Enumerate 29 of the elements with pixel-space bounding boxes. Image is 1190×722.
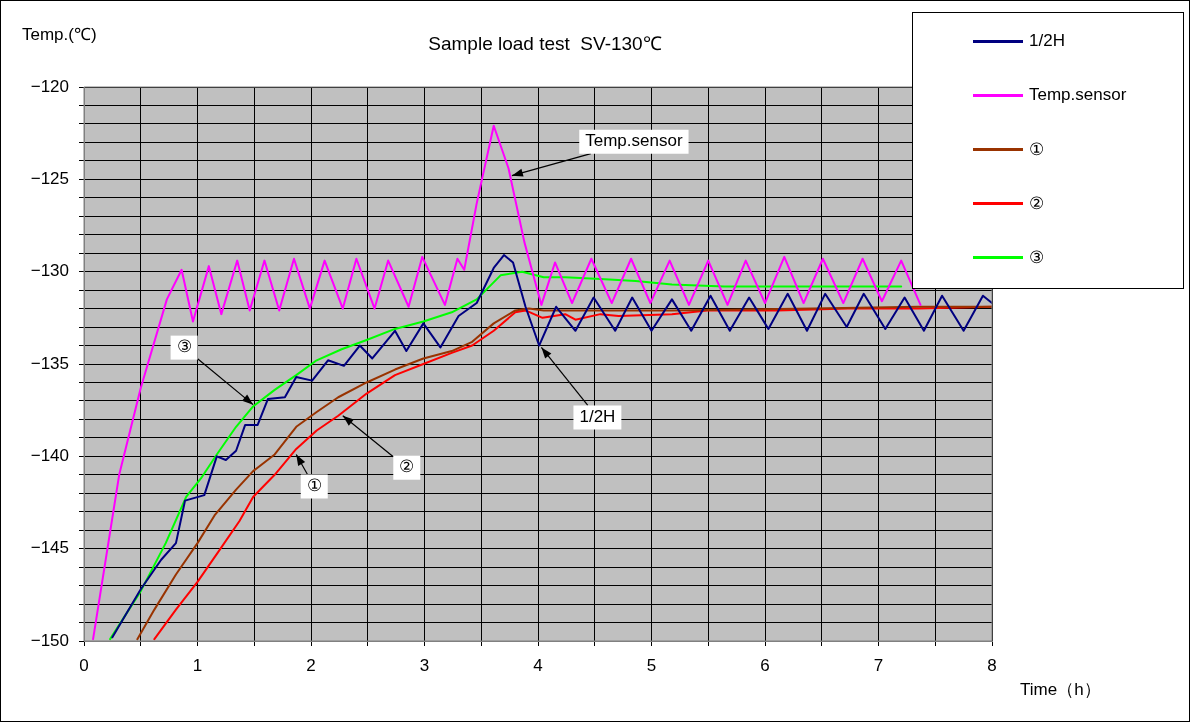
legend-label: ① [1029, 139, 1044, 160]
y-tick-label: −140 [30, 446, 69, 466]
legend-label: 1/2H [1029, 31, 1065, 51]
annotation: ③ [176, 337, 192, 357]
y-axis-title: Temp.(℃) [22, 24, 97, 45]
x-tick-label: 7 [873, 655, 884, 675]
annotation: ② [399, 457, 415, 477]
y-tick-label: −135 [30, 353, 69, 373]
y-tick-label: −145 [30, 538, 69, 558]
legend-label: Temp.sensor [1029, 85, 1127, 105]
x-tick-label: 3 [419, 655, 430, 675]
x-tick-label: 5 [646, 655, 657, 675]
x-tick-label: 1 [192, 655, 203, 675]
x-tick-label: 8 [987, 655, 997, 675]
x-axis-title: Time（h） [1020, 679, 1101, 701]
chart-title: Sample load test SV-130℃ [428, 33, 662, 54]
x-tick-label: 0 [79, 655, 89, 675]
annotation: 1/2H [579, 407, 616, 427]
y-tick-label: −125 [30, 169, 69, 189]
y-tick-label: −150 [30, 630, 69, 650]
annotation: ① [306, 476, 322, 496]
legend-label: ③ [1029, 247, 1044, 268]
y-tick-label: −130 [30, 261, 69, 281]
x-tick-label: 6 [760, 655, 770, 675]
y-tick-label: −120 [30, 76, 69, 96]
x-tick-label: 2 [306, 655, 316, 675]
legend-label: ② [1029, 193, 1044, 214]
x-tick-label: 4 [533, 655, 543, 675]
annotation: Temp.sensor [585, 131, 683, 151]
